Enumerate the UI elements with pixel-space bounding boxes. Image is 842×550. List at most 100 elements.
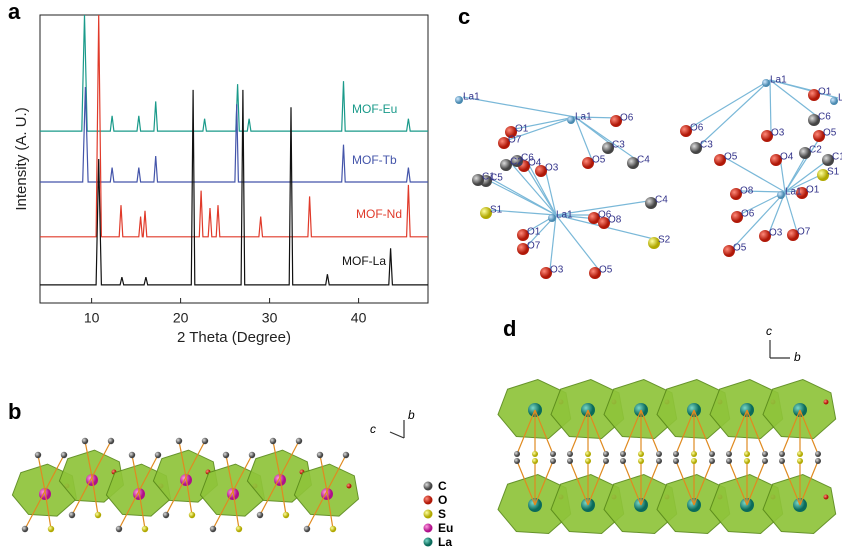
atom-label: C1	[482, 172, 495, 183]
atom-label: O7	[797, 227, 811, 238]
atom	[480, 207, 492, 219]
bond	[37, 454, 46, 492]
bond	[569, 460, 589, 506]
atom	[550, 451, 556, 457]
atom-label: O6	[741, 209, 755, 220]
atom	[423, 509, 433, 519]
bond	[138, 454, 159, 492]
atom	[673, 451, 679, 457]
atom	[532, 451, 538, 457]
atom	[726, 451, 732, 457]
panel-label: d	[503, 316, 516, 341]
bond	[728, 409, 748, 455]
atom	[808, 114, 820, 126]
bond	[185, 476, 193, 516]
atom	[602, 142, 614, 154]
bond	[225, 454, 234, 492]
atom	[548, 214, 556, 222]
bond	[44, 454, 65, 492]
bond	[516, 409, 536, 455]
bond	[723, 156, 786, 193]
atom-label: O3	[769, 228, 783, 239]
atom-label: O5	[592, 155, 606, 166]
bond	[516, 460, 536, 506]
atom	[500, 159, 512, 171]
atom-label: O1	[515, 124, 529, 135]
atom	[517, 229, 529, 241]
atom	[589, 267, 601, 279]
atom	[514, 451, 520, 457]
series-line	[40, 86, 428, 183]
atom	[779, 458, 785, 464]
bond	[622, 460, 642, 506]
atom	[645, 197, 657, 209]
bond	[507, 116, 576, 141]
bond	[259, 476, 281, 516]
atom-label: O7	[508, 135, 522, 146]
atom	[714, 154, 726, 166]
atom	[532, 458, 538, 464]
atom-label: La1	[556, 210, 573, 221]
x-tick-label: 30	[262, 310, 278, 326]
atom	[813, 130, 825, 142]
bond	[306, 490, 328, 530]
atom	[162, 511, 170, 519]
atom	[535, 165, 547, 177]
axis-label: c	[766, 324, 772, 338]
legend-label: Eu	[438, 521, 453, 535]
bond	[279, 476, 287, 516]
atom-label: C2	[809, 145, 822, 156]
atom	[808, 89, 820, 101]
bond	[675, 460, 695, 506]
atom	[423, 537, 433, 547]
atom	[691, 451, 697, 457]
x-tick-label: 20	[173, 310, 189, 326]
bond	[544, 167, 557, 216]
atom-label: O5	[599, 265, 613, 276]
atom	[141, 525, 149, 533]
atom	[269, 437, 277, 445]
bond	[165, 476, 187, 516]
atom	[585, 451, 591, 457]
atom	[511, 155, 523, 167]
bond	[799, 460, 819, 506]
bond	[769, 79, 819, 118]
atom	[787, 229, 799, 241]
atom-label: C2	[510, 157, 523, 168]
atom	[656, 451, 662, 457]
atom	[346, 483, 352, 489]
atom	[796, 187, 808, 199]
bond	[232, 490, 240, 530]
atom-label: C6	[818, 112, 831, 123]
atom	[295, 437, 303, 445]
atom	[209, 525, 217, 533]
bond	[640, 409, 660, 455]
bond	[279, 440, 300, 478]
bond	[232, 454, 253, 492]
atom	[709, 451, 715, 457]
atom	[188, 511, 196, 519]
legend-label: La	[438, 535, 452, 549]
series-line	[40, 15, 428, 238]
bond	[24, 490, 46, 530]
atom	[588, 212, 600, 224]
atom	[235, 525, 243, 533]
bond	[44, 490, 52, 530]
bond	[131, 454, 140, 492]
bond	[574, 116, 593, 161]
atom	[498, 137, 510, 149]
bond	[509, 161, 557, 216]
atom-label: O8	[608, 215, 622, 226]
bond	[746, 460, 766, 506]
atom	[342, 451, 350, 459]
atom-label: O5	[733, 243, 747, 254]
bond	[769, 79, 839, 99]
bond	[71, 476, 93, 516]
x-axis-label: 2 Theta (Degree)	[177, 329, 291, 346]
atom	[817, 169, 829, 181]
bond	[675, 409, 695, 455]
atom	[115, 525, 123, 533]
atom-label: O4	[528, 158, 542, 169]
bond	[462, 96, 576, 118]
